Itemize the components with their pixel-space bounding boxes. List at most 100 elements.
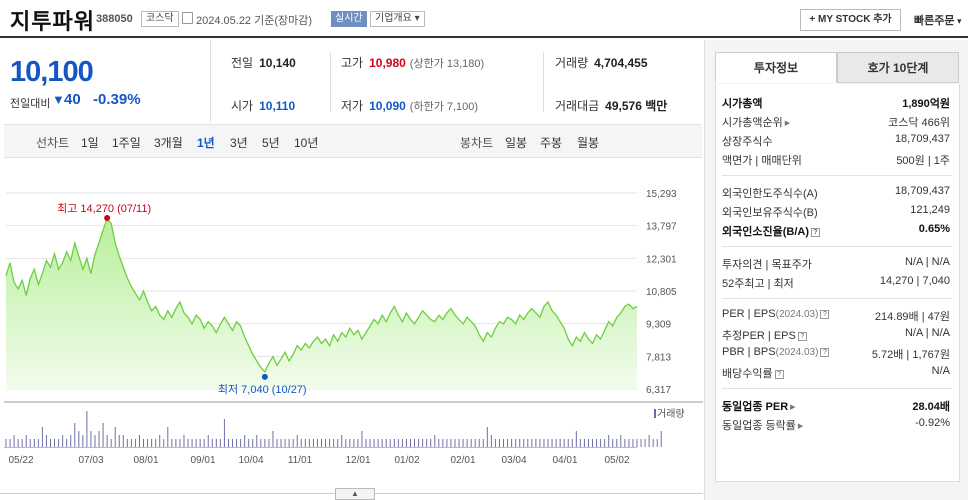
volume-bar [531,439,533,447]
volume-bar [130,439,132,447]
sector-change-row[interactable]: 동일업종 등락률 ▶ -0.92% [722,417,950,435]
divider [543,52,544,112]
volume-bar [13,435,15,447]
volume-bar [604,439,606,447]
lower-limit: (하한가 7,100) [409,101,479,113]
help-icon[interactable]: ? [797,332,807,341]
period-1w[interactable]: 1주일 [112,136,141,150]
market-cap-rank-row[interactable]: 시가총액순위 ▶ 코스닥 466위 [722,114,950,132]
volume-bar [102,423,104,447]
quick-order-label: 빠른주문 [914,15,955,27]
x-tick-label: 02/01 [450,455,475,466]
x-tick-label: 10/04 [238,455,263,466]
realtime-button[interactable]: 실시간 [331,11,367,27]
sector-change-value: -0.92% [915,417,950,429]
volume-bar [175,439,177,447]
volume-bar [9,439,11,447]
price-line [5,217,638,374]
x-tick-label: 08/01 [133,455,158,466]
sector-per-row[interactable]: 동일업종 PER ▶ 28.04배 [722,398,950,416]
y-tick-label: 7,813 [646,352,671,363]
volume-bar [644,439,646,447]
volume-bar [37,439,39,447]
volume-bar [377,439,379,447]
volume-bar [559,439,561,447]
volume-bar [361,431,363,447]
min-annotation: 최저 7,040 (10/27) [218,383,307,396]
y-tick-label: 13,797 [646,222,677,233]
volume-bar [21,439,23,447]
help-icon[interactable]: ? [820,348,830,357]
volume-bar [446,439,448,447]
foreign-limit-label: 외국인한도주식수(A) [722,188,818,200]
dividend-value: N/A [931,365,950,377]
volume-bar [563,439,565,447]
help-icon[interactable]: ? [811,228,820,237]
calendar-icon [182,12,193,24]
divider [722,246,952,247]
add-mystock-button[interactable]: + MY STOCK 추가 [800,9,901,31]
help-icon[interactable]: ? [774,370,784,379]
period-3m[interactable]: 3개월 [154,136,183,150]
volume-bar [199,439,201,447]
help-icon[interactable]: ? [820,310,830,319]
tab-orderbook[interactable]: 호가 10단계 [837,52,959,83]
period-3y[interactable]: 3년 [230,136,248,150]
volume-bar [78,431,80,447]
prev-close-value: 10,140 [259,56,296,70]
market-cap-rank-value: 코스닥 466위 [888,117,950,129]
volume-bar [612,439,614,447]
volume-bar [385,439,387,447]
period-1d[interactable]: 1일 [81,136,99,150]
market-cap-rank-label: 시가총액순위 [722,117,783,129]
candle-weekly[interactable]: 주봉 [540,136,563,150]
volume-bar [82,435,84,447]
volume-bar [527,439,529,447]
change-value: 40 [64,91,81,108]
volume-bar [474,439,476,447]
prev-close: 전일 10,140 [231,54,296,71]
dividend-label: 배당수익률 [722,368,773,380]
trade-amount: 거래대금 49,576 백만 [555,97,667,114]
volume-bar [17,439,19,447]
volume-bar [442,439,444,447]
market-badge: 코스닥 [141,11,179,27]
candle-monthly[interactable]: 월봉 [577,136,600,150]
open-label: 시가 [231,99,254,113]
price-chart[interactable]: 15,293 13,797 12,301 10,805 9,309 7,813 6,317 … [0,160,703,500]
invest-info-panel: 투자정보 호가 10단계 시가총액 1,890억원 시가총액순위 ▶ 코스닥 466위… [704,40,968,500]
volume-bar [418,439,420,447]
volume-bar [227,439,229,447]
foreign-hold-row: 외국인보유주식수(B) 121,249 [722,204,950,222]
y-tick-label: 9,309 [646,320,671,331]
volume-bar [620,435,622,447]
low-label: 저가 [341,99,364,113]
volume-bar [616,439,618,447]
volume-bar [337,439,339,447]
chart-collapse-handle[interactable]: ▲ [335,488,375,500]
period-5y[interactable]: 5년 [262,136,280,150]
volume-bar [70,435,72,447]
volume-bar [381,439,383,447]
volume-bar [223,419,225,447]
shares-row: 상장주식수 18,709,437 [722,133,950,151]
y-tick-label: 15,293 [646,189,677,200]
volume-bar [62,435,64,447]
period-10y[interactable]: 10년 [294,136,319,150]
quick-order-button[interactable]: 빠른주문 ▾ [914,12,962,28]
per-value: 214.89배 | 47원 [874,311,950,323]
shares-label: 상장주식수 [722,136,773,148]
x-tick-label: 05/02 [604,455,629,466]
volume-bar [454,439,456,447]
volume-bar [41,427,43,447]
y-tick-label: 12,301 [646,254,677,265]
period-1y[interactable]: 1년 [197,136,215,150]
volume-bar [587,439,589,447]
candle-daily[interactable]: 일봉 [505,136,528,150]
est-per-value: N/A | N/A [904,327,950,339]
volume-bar [608,435,610,447]
company-overview-dropdown[interactable]: 기업개요 ▾ [370,11,425,27]
volume-bar [401,439,403,447]
volume-bar [579,439,581,447]
tab-invest-info[interactable]: 투자정보 [715,52,837,83]
